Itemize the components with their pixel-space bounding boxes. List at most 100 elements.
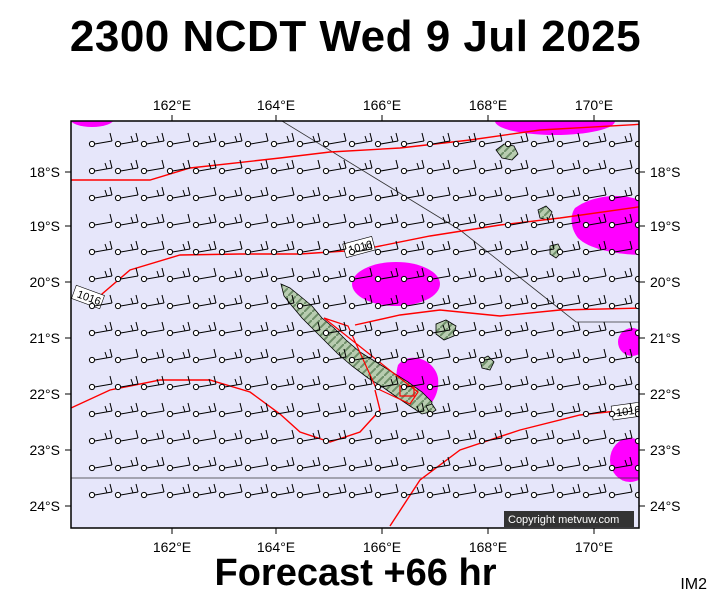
wind-barb xyxy=(478,483,503,499)
wind-barb xyxy=(322,213,347,229)
wind-barb xyxy=(374,186,399,202)
wind-barb xyxy=(452,294,477,310)
wind-barb xyxy=(504,429,529,445)
wind-barb xyxy=(374,213,399,229)
wind-barb xyxy=(478,213,503,229)
wind-barb xyxy=(218,159,243,175)
wind-barb xyxy=(322,240,347,256)
wind-barb xyxy=(582,375,607,391)
wind-barb xyxy=(192,186,217,202)
wind-barb xyxy=(634,167,639,175)
wind-barb xyxy=(634,383,639,391)
wind-barb xyxy=(530,213,555,229)
wind-barb xyxy=(244,456,269,472)
wind-barb xyxy=(556,240,581,256)
wind-barb xyxy=(322,186,347,202)
wind-barb xyxy=(140,159,165,175)
wind-barb xyxy=(530,402,555,418)
wind-barb xyxy=(478,348,503,364)
lat-label-left: 24°S xyxy=(29,498,60,514)
wind-barb xyxy=(270,456,295,472)
wind-barb xyxy=(218,375,243,391)
wind-barb xyxy=(530,132,555,148)
wind-barb xyxy=(582,240,607,256)
wind-barb xyxy=(634,221,639,229)
map-frame xyxy=(70,120,640,529)
wind-barb xyxy=(608,348,633,364)
wind-barb xyxy=(88,294,113,310)
wind-barb xyxy=(114,375,139,391)
wind-barb xyxy=(400,402,425,418)
wind-barb xyxy=(192,456,217,472)
wind-barb xyxy=(192,348,217,364)
lat-label-left: 21°S xyxy=(29,330,60,346)
wind-barb xyxy=(478,402,503,418)
wind-barb xyxy=(374,402,399,418)
wind-barb xyxy=(322,294,347,310)
wind-barb xyxy=(504,348,529,364)
wind-barb xyxy=(634,464,639,472)
wind-barb xyxy=(166,375,191,391)
wind-barb xyxy=(478,321,503,337)
wind-barb xyxy=(556,186,581,202)
wind-barb xyxy=(296,213,321,229)
wind-barb xyxy=(322,375,347,391)
wind-barb xyxy=(114,213,139,229)
wind-barb xyxy=(452,321,477,337)
wind-barb xyxy=(582,132,607,148)
wind-barb xyxy=(244,321,269,337)
wind-barb xyxy=(634,410,639,418)
wind-barb xyxy=(426,321,451,337)
wind-barb xyxy=(114,132,139,148)
wind-barb xyxy=(192,267,217,283)
wind-barb xyxy=(166,186,191,202)
wind-barb xyxy=(296,375,321,391)
wind-barb xyxy=(530,240,555,256)
wind-barb xyxy=(322,132,347,148)
wind-barb xyxy=(530,321,555,337)
map-axes: 162°E 162°E 164°E 164°E 166°E 166°E 168°E 168°E… xyxy=(29,97,680,555)
wind-barb xyxy=(166,132,191,148)
wind-barb xyxy=(582,456,607,472)
wind-barb xyxy=(452,186,477,202)
wind-barb xyxy=(608,456,633,472)
wind-barb xyxy=(556,483,581,499)
lon-label-bottom: 166°E xyxy=(363,539,401,555)
wind-barb xyxy=(270,267,295,283)
wind-barb xyxy=(400,132,425,148)
wind-barb xyxy=(140,132,165,148)
wind-barb xyxy=(608,321,633,337)
wind-barb xyxy=(400,267,425,283)
wind-barb xyxy=(166,294,191,310)
wind-barb xyxy=(452,429,477,445)
wind-barb xyxy=(608,213,633,229)
wind-barb xyxy=(348,186,373,202)
wind-barb xyxy=(88,402,113,418)
wind-barb xyxy=(270,348,295,364)
wind-barb xyxy=(114,186,139,202)
wind-barb xyxy=(452,159,477,175)
wind-barb xyxy=(530,267,555,283)
wind-barb xyxy=(556,132,581,148)
wind-barb xyxy=(374,321,399,337)
ouvea-island xyxy=(537,205,553,221)
wind-barb xyxy=(400,348,425,364)
wind-barb xyxy=(374,240,399,256)
wind-barb xyxy=(114,402,139,418)
wind-barb xyxy=(88,240,113,256)
wind-barb xyxy=(348,267,373,283)
wind-barb xyxy=(452,456,477,472)
wind-barb xyxy=(88,186,113,202)
lat-label-right: 18°S xyxy=(650,164,681,180)
wind-barb xyxy=(166,267,191,283)
wind-barb xyxy=(400,456,425,472)
land-areas xyxy=(280,143,563,415)
wind-barb xyxy=(426,402,451,418)
wind-barb xyxy=(348,321,373,337)
wind-barb xyxy=(582,159,607,175)
wind-barb xyxy=(166,213,191,229)
wind-barb xyxy=(374,348,399,364)
lat-label-left: 19°S xyxy=(29,218,60,234)
wind-barb xyxy=(426,186,451,202)
wind-barb xyxy=(374,159,399,175)
